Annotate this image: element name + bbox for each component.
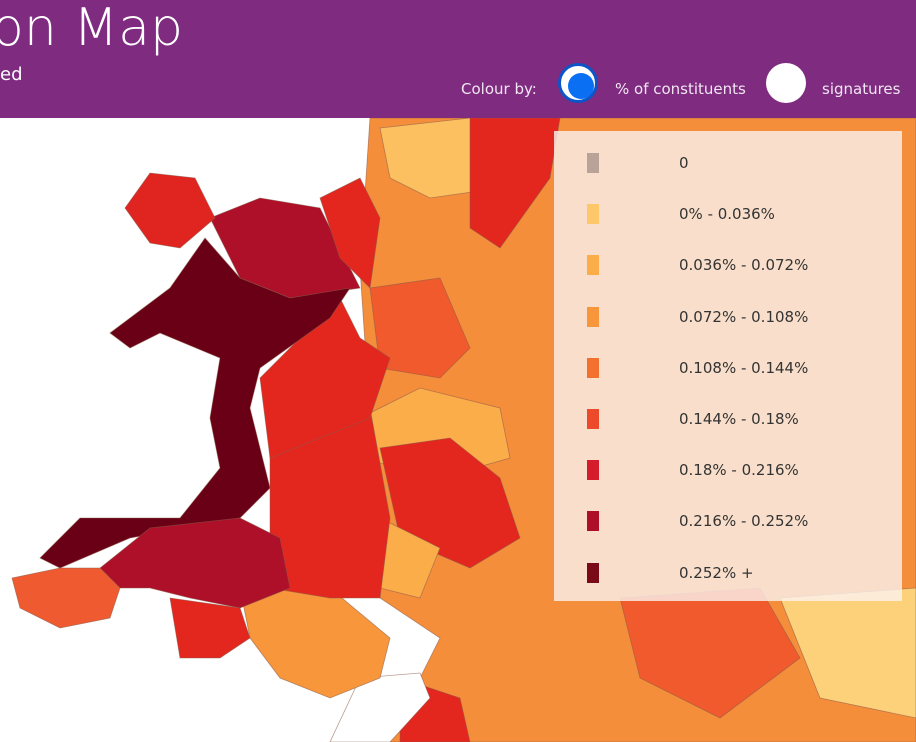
- legend-label: 0.072% - 0.108%: [679, 307, 809, 326]
- radio-button[interactable]: [558, 63, 598, 103]
- option-label[interactable]: signatures: [822, 80, 901, 98]
- legend-item: 0.108% - 0.144%: [554, 356, 902, 380]
- legend-label: 0.18% - 0.216%: [679, 461, 799, 480]
- legend-swatch: [587, 255, 599, 276]
- legend-item: 0.036% - 0.072%: [554, 253, 902, 277]
- legend-swatch: [587, 511, 599, 532]
- title: on Map: [0, 0, 184, 58]
- legend-item: 0: [554, 151, 902, 175]
- legend-swatch: [587, 562, 599, 583]
- sea: [329, 672, 431, 742]
- legend-item: 0.072% - 0.108%: [554, 305, 902, 329]
- wales-south-coast: [239, 587, 391, 699]
- legend-label: 0.036% - 0.072%: [679, 256, 809, 275]
- subtitle: ed: [0, 64, 23, 85]
- wales-mid: [259, 297, 391, 459]
- colour-label: Colour by:: [461, 80, 537, 98]
- wales-south: [169, 597, 251, 659]
- legend-label: 0% - 0.036%: [679, 205, 775, 224]
- legend-item: 0.144% - 0.18%: [554, 407, 902, 431]
- legend-swatch: [587, 153, 599, 173]
- legend-item: 0% - 0.036%: [554, 202, 902, 226]
- wales-south-west: [99, 517, 291, 609]
- option-label[interactable]: % of constituents: [615, 80, 746, 98]
- legend-label: 0: [679, 154, 689, 172]
- legend-swatch: [587, 409, 599, 429]
- anglesey: [124, 172, 216, 249]
- legend-swatch: [587, 357, 599, 378]
- legend-swatch: [587, 204, 599, 225]
- header: on Map ed Colour by: % of constituents si…: [0, 0, 916, 118]
- wales-north-east: [319, 177, 381, 289]
- legend-label: 0.216% - 0.252%: [679, 512, 809, 531]
- legend-label: 0.252% +: [679, 563, 754, 582]
- radio-button[interactable]: [766, 63, 806, 103]
- england-region: [469, 118, 561, 249]
- pembrokeshire: [11, 567, 121, 629]
- legend-label: 0.108% - 0.144%: [679, 358, 809, 377]
- legend-item: 0.252% +: [554, 561, 902, 585]
- legend-swatch: [587, 460, 599, 481]
- legend-swatch: [587, 306, 599, 327]
- legend-label: 0.144% - 0.18%: [679, 410, 799, 428]
- legend-item: 0.216% - 0.252%: [554, 509, 902, 533]
- legend: 0 0% - 0.036% 0.036% - 0.072% 0.072% - 0.10…: [554, 131, 902, 601]
- legend-item: 0.18% - 0.216%: [554, 458, 902, 482]
